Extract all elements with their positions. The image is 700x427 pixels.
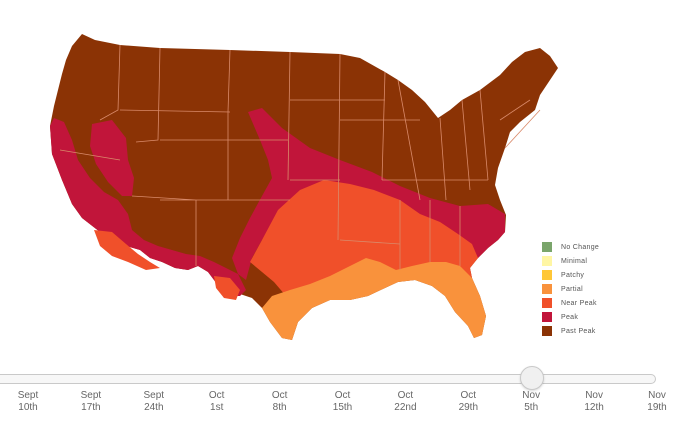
us-foliage-map bbox=[50, 34, 558, 340]
legend-label: Past Peak bbox=[561, 327, 596, 335]
timeline-tick[interactable]: Sept 10th bbox=[0, 390, 58, 414]
tick-month: Oct bbox=[271, 390, 288, 401]
tick-day: 24th bbox=[144, 402, 164, 413]
tick-month: Sept bbox=[143, 390, 165, 401]
timeline-tick[interactable]: Sept 17th bbox=[61, 390, 121, 414]
legend-swatch bbox=[542, 242, 552, 252]
timeline-slider-track[interactable] bbox=[0, 374, 656, 384]
timeline-tick[interactable]: Nov 5th bbox=[501, 390, 561, 414]
region-near-peak bbox=[250, 180, 478, 306]
legend-swatch bbox=[542, 284, 552, 294]
tick-month: Nov bbox=[585, 390, 603, 401]
region-peak-basin bbox=[90, 120, 134, 196]
legend-item: No Change bbox=[542, 242, 599, 252]
timeline-tick[interactable]: Oct 1st bbox=[187, 390, 247, 414]
legend-swatch bbox=[542, 256, 552, 266]
tick-day: 22nd bbox=[394, 402, 417, 413]
tick-month: Nov bbox=[522, 390, 541, 401]
state-borders bbox=[59, 44, 541, 270]
legend-item: Minimal bbox=[542, 256, 599, 266]
timeline-tick[interactable]: Nov 19th bbox=[627, 390, 687, 414]
legend-label: Near Peak bbox=[561, 299, 597, 307]
timeline-tick[interactable]: Oct 22nd bbox=[375, 390, 435, 414]
map-legend: No Change Minimal Patchy Partial Near Peak Pe… bbox=[542, 242, 599, 336]
timeline-tick[interactable]: Oct 29th bbox=[438, 390, 498, 414]
tick-month: Sept bbox=[80, 390, 102, 401]
timeline-tick[interactable]: Oct 8th bbox=[250, 390, 310, 414]
timeline-ticks: Sept 10th Sept 17th Sept 24th Oct 1st Oct 8th Oct 1… bbox=[0, 390, 700, 420]
tick-day: 1st bbox=[210, 402, 224, 413]
timeline-slider-handle[interactable] bbox=[520, 366, 545, 390]
tick-day: 17th bbox=[81, 402, 101, 413]
legend-item: Peak bbox=[542, 312, 599, 322]
tick-month: Oct bbox=[334, 390, 351, 401]
tick-day: 29th bbox=[458, 402, 479, 413]
timeline-tick[interactable]: Nov 12th bbox=[564, 390, 624, 414]
tick-month: Oct bbox=[208, 390, 225, 401]
tick-month: Sept bbox=[17, 390, 39, 401]
legend-label: No Change bbox=[561, 243, 600, 251]
legend-swatch bbox=[542, 270, 552, 280]
tick-day: 19th bbox=[647, 402, 667, 413]
region-near-peak-tx bbox=[214, 276, 240, 300]
region-partial bbox=[262, 258, 486, 340]
legend-label: Partial bbox=[561, 285, 583, 293]
legend-swatch bbox=[542, 298, 552, 308]
tick-day: 5th bbox=[524, 402, 539, 413]
legend-item: Partial bbox=[542, 284, 599, 294]
legend-item: Past Peak bbox=[542, 326, 599, 336]
tick-month: Oct bbox=[397, 390, 414, 401]
legend-swatch bbox=[542, 312, 552, 322]
timeline-tick[interactable]: Sept 24th bbox=[124, 390, 184, 414]
tick-day: 12th bbox=[584, 402, 604, 413]
legend-item: Near Peak bbox=[542, 298, 599, 308]
legend-label: Minimal bbox=[561, 257, 588, 265]
tick-day: 10th bbox=[18, 402, 38, 413]
timeline-tick[interactable]: Oct 15th bbox=[313, 390, 373, 414]
legend-swatch bbox=[542, 326, 552, 336]
region-near-peak-sw bbox=[94, 230, 160, 270]
legend-item: Patchy bbox=[542, 270, 599, 280]
tick-month: Oct bbox=[460, 390, 477, 401]
legend-label: Peak bbox=[561, 313, 579, 321]
tick-day: 8th bbox=[272, 402, 287, 413]
tick-month: Nov bbox=[648, 390, 666, 401]
legend-label: Patchy bbox=[561, 271, 585, 279]
tick-day: 15th bbox=[332, 402, 353, 413]
